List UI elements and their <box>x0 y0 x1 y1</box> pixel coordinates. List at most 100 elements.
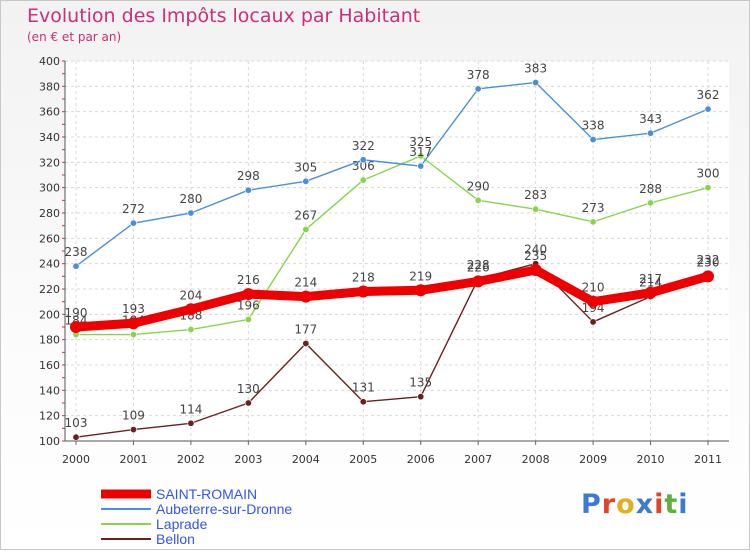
legend-label: Bellon <box>156 531 195 547</box>
x-tick-label: 2001 <box>119 453 147 466</box>
data-point <box>302 339 310 347</box>
data-label: 114 <box>179 402 202 416</box>
data-point <box>70 321 82 333</box>
data-label: 204 <box>179 288 202 302</box>
data-label: 109 <box>122 409 145 423</box>
data-point <box>532 205 540 213</box>
data-label: 280 <box>179 192 202 206</box>
y-tick-label: 280 <box>39 207 60 220</box>
data-point <box>532 79 540 87</box>
data-point <box>474 196 482 204</box>
data-label: 219 <box>409 269 432 283</box>
data-label: 343 <box>639 112 662 126</box>
chart-title: Evolution des Impôts locaux par Habitant <box>27 5 421 27</box>
data-label: 193 <box>122 302 145 316</box>
x-tick-label: 2000 <box>62 453 90 466</box>
data-label: 317 <box>409 145 432 159</box>
data-point <box>472 275 485 288</box>
y-tick-label: 380 <box>39 80 60 93</box>
y-tick-label: 340 <box>39 131 60 144</box>
data-point <box>302 177 310 185</box>
y-tick-label: 300 <box>39 182 60 195</box>
data-point <box>129 426 137 434</box>
y-tick-label: 260 <box>39 232 60 245</box>
data-label: 218 <box>352 271 375 285</box>
data-label: 135 <box>409 376 432 390</box>
data-label: 214 <box>639 276 662 290</box>
data-point <box>417 152 425 160</box>
data-point <box>359 398 367 406</box>
data-label: 216 <box>237 273 260 287</box>
legend-label: Laprade <box>156 516 208 532</box>
data-label: 288 <box>639 182 662 196</box>
data-label: 305 <box>294 160 317 174</box>
data-label: 214 <box>294 276 317 290</box>
data-label: 177 <box>294 322 317 336</box>
y-tick-label: 140 <box>39 384 60 397</box>
y-tick-label: 180 <box>39 334 60 347</box>
y-tick-label: 200 <box>39 308 60 321</box>
data-label: 322 <box>352 139 375 153</box>
x-tick-label: 2007 <box>464 453 492 466</box>
data-point <box>129 219 137 227</box>
data-point <box>184 303 197 316</box>
data-label: 338 <box>582 119 605 133</box>
data-label: 232 <box>697 253 720 267</box>
data-point <box>529 264 542 276</box>
data-label: 130 <box>237 382 260 396</box>
data-point <box>187 326 195 334</box>
data-point <box>647 199 655 207</box>
data-label: 230 <box>697 255 720 269</box>
data-point <box>704 105 712 113</box>
data-point <box>589 318 597 326</box>
y-tick-label: 360 <box>39 106 60 119</box>
data-point <box>129 331 137 339</box>
data-label: 290 <box>467 179 490 193</box>
x-tick-label: 2008 <box>522 453 550 466</box>
legend-label: Aubeterre-sur-Dronne <box>156 501 292 517</box>
data-label: 283 <box>524 188 547 202</box>
data-point <box>644 286 657 299</box>
data-label: 267 <box>294 208 317 222</box>
series-line-aubeterre-sur-dronne <box>75 81 709 267</box>
x-tick-label: 2009 <box>579 453 607 466</box>
data-point <box>359 156 367 164</box>
data-point <box>244 399 252 407</box>
x-tick-label: 2010 <box>637 453 665 466</box>
data-label: 300 <box>697 167 720 181</box>
data-label: 103 <box>65 416 88 430</box>
data-point <box>647 129 655 137</box>
data-label: 325 <box>409 135 432 149</box>
y-tick-label: 160 <box>39 359 60 372</box>
proxiti-logo: Proxiti <box>581 489 689 520</box>
data-label: 272 <box>122 202 145 216</box>
data-point <box>244 186 252 194</box>
data-point <box>414 284 427 297</box>
data-label: 378 <box>467 68 490 82</box>
plot-area <box>65 61 729 441</box>
data-point <box>589 218 597 226</box>
x-tick-label: 2006 <box>407 453 435 466</box>
series-line-bellon <box>75 262 709 438</box>
y-tick-label: 400 <box>39 55 60 68</box>
data-point <box>589 136 597 144</box>
y-tick-label: 220 <box>39 283 60 296</box>
legend-label: SAINT-ROMAIN <box>156 486 257 502</box>
data-point <box>357 285 370 298</box>
series-line-saint-romain <box>71 265 713 332</box>
y-tick-label: 120 <box>39 410 60 423</box>
data-point <box>302 225 310 233</box>
data-point <box>359 176 367 184</box>
data-label: 217 <box>639 272 662 286</box>
x-tick-label: 2004 <box>292 453 320 466</box>
x-tick-label: 2002 <box>177 453 205 466</box>
data-label: 362 <box>697 88 720 102</box>
x-tick-label: 2003 <box>234 453 262 466</box>
data-point <box>417 162 425 170</box>
data-point <box>72 433 80 441</box>
data-label: 226 <box>467 260 490 274</box>
y-tick-label: 240 <box>39 258 60 271</box>
data-label: 273 <box>582 201 605 215</box>
data-point <box>187 419 195 427</box>
